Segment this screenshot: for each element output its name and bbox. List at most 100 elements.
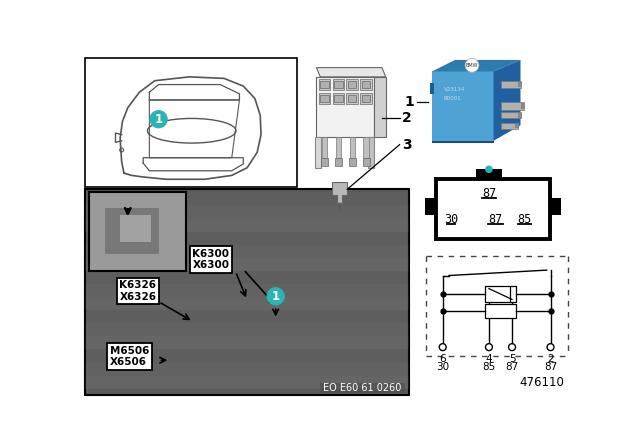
Bar [86,245,409,258]
Polygon shape [316,68,386,77]
Polygon shape [432,141,493,143]
Bar [501,102,524,110]
Circle shape [465,58,479,72]
Bar [86,323,409,336]
Bar [363,159,369,166]
Bar [86,362,409,375]
Text: 85: 85 [483,362,495,372]
Text: 4: 4 [486,354,492,364]
Bar [86,284,409,297]
Bar [501,112,521,118]
Bar [333,93,344,104]
Bar [86,375,409,389]
Bar [86,232,409,245]
Bar [86,349,409,362]
Bar [105,208,159,254]
Bar [319,79,330,90]
Text: 87: 87 [482,187,496,200]
Bar [319,93,330,104]
Text: 2: 2 [402,111,412,125]
Circle shape [486,166,492,172]
Circle shape [509,344,515,351]
Bar [86,219,409,232]
Bar [334,81,342,88]
Bar [501,82,521,88]
Bar [321,159,328,166]
Circle shape [547,344,554,351]
Bar [360,79,372,90]
Bar [349,159,356,166]
Text: 1: 1 [154,113,163,126]
Bar [360,93,372,104]
Bar [431,83,435,94]
Bar [86,310,409,323]
Text: 87: 87 [544,362,557,372]
Bar [86,189,409,395]
Bar [501,123,518,129]
Bar [550,198,561,215]
Text: 1: 1 [271,290,280,303]
Bar [364,137,369,159]
Text: K6300
X6300: K6300 X6300 [193,249,230,270]
Text: BMW: BMW [466,63,478,68]
Polygon shape [493,60,520,141]
Bar [315,137,321,168]
Bar [120,215,151,242]
Bar [515,124,519,129]
Bar [335,159,342,166]
Bar [320,95,329,102]
Bar [86,297,409,310]
Bar [336,137,341,159]
Bar [521,103,525,109]
Text: 87: 87 [489,213,503,226]
Bar [436,179,550,239]
Text: 476110: 476110 [520,375,564,388]
Bar [425,198,436,215]
Bar [518,82,522,87]
Bar [518,113,522,118]
Circle shape [486,344,492,351]
Bar [320,383,405,393]
Text: 30: 30 [444,213,458,226]
Bar [86,271,409,284]
Text: 87: 87 [506,362,518,372]
Bar [334,95,342,102]
Polygon shape [374,77,386,137]
Text: 3: 3 [402,138,412,151]
Polygon shape [316,77,374,137]
Bar [333,79,344,90]
Text: 2: 2 [547,354,554,364]
Text: 1: 1 [404,95,414,109]
Bar [90,192,186,271]
Bar [432,72,493,141]
Bar [362,95,371,102]
Text: EO E60 61 0260: EO E60 61 0260 [323,383,402,393]
Bar [86,336,409,349]
Polygon shape [332,181,348,203]
Bar [348,95,356,102]
Text: 6: 6 [440,354,446,364]
Text: 85: 85 [517,213,531,226]
Polygon shape [432,60,520,72]
Bar [349,137,355,159]
Bar [322,137,327,159]
Circle shape [150,111,167,128]
Bar [485,285,516,302]
Bar [346,79,358,90]
Bar [485,304,516,318]
Bar [86,192,409,206]
Bar [362,81,371,88]
Bar [346,93,358,104]
Bar [86,258,409,271]
Bar [368,137,374,168]
Text: V23134: V23134 [444,87,465,92]
Text: M6506
X6506: M6506 X6506 [109,345,149,367]
Circle shape [267,288,284,305]
Text: 30: 30 [436,362,449,372]
Bar [86,206,409,219]
Bar [348,81,356,88]
Bar [320,81,329,88]
Text: K6326
X6326: K6326 X6326 [119,280,156,302]
Circle shape [439,344,446,351]
Polygon shape [339,203,340,211]
